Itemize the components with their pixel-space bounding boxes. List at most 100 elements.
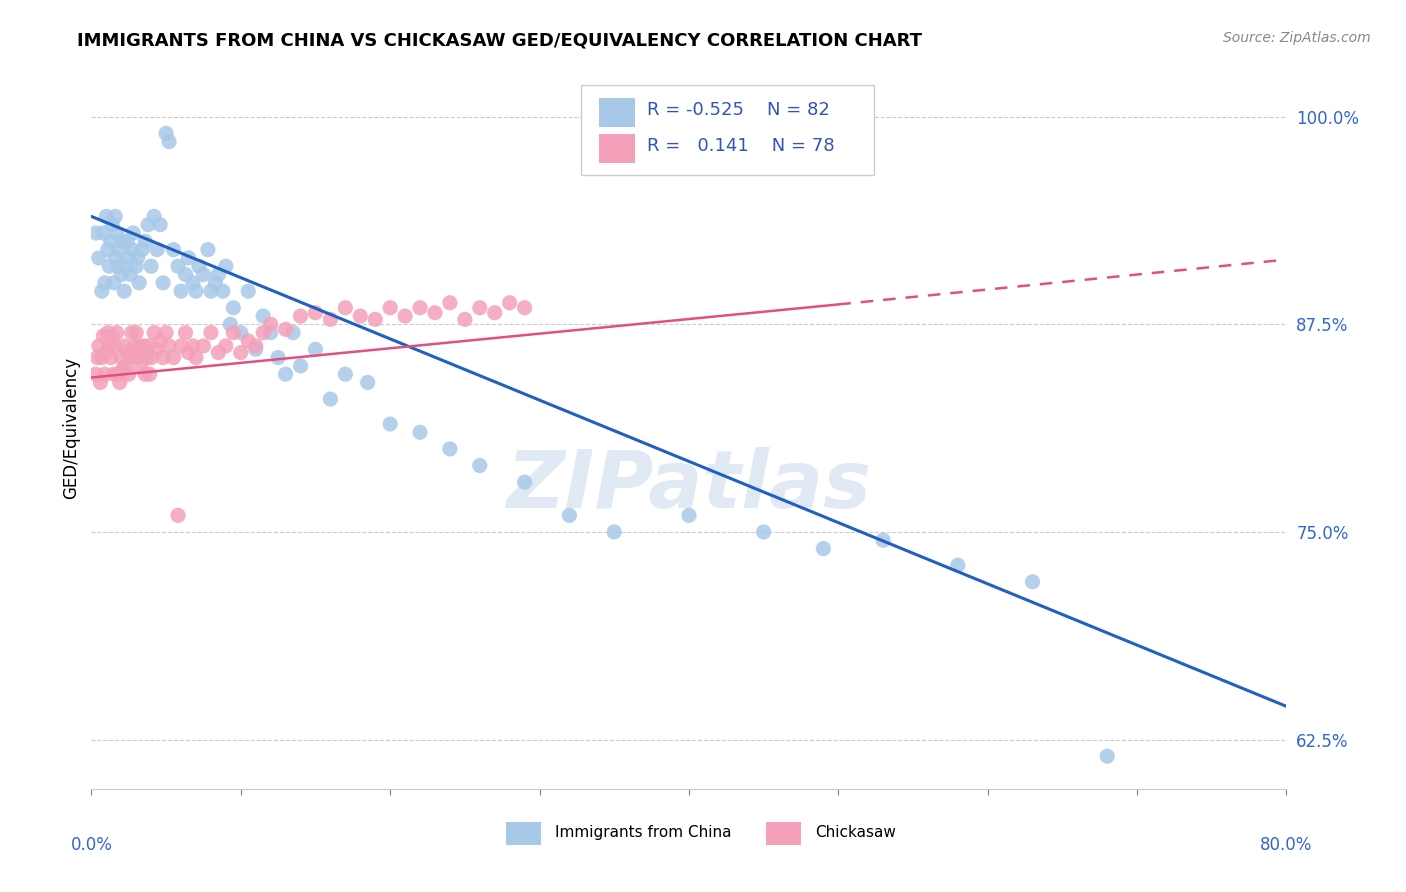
Point — [252, 326, 274, 340]
Point — [1097, 749, 1119, 764]
Point — [87, 339, 110, 353]
Point — [93, 226, 115, 240]
Point — [678, 508, 700, 523]
Point — [155, 126, 177, 140]
Point — [245, 339, 267, 353]
Text: IMMIGRANTS FROM CHINA VS CHICKASAW GED/EQUIVALENCY CORRELATION CHART: IMMIGRANTS FROM CHINA VS CHICKASAW GED/E… — [77, 31, 922, 49]
Point — [238, 334, 260, 348]
Point — [100, 235, 122, 249]
Point — [215, 339, 238, 353]
Point — [143, 210, 166, 224]
Point — [118, 251, 141, 265]
Point — [134, 367, 156, 381]
Point — [167, 508, 190, 523]
Point — [439, 442, 461, 456]
Point — [513, 301, 536, 315]
Point — [409, 425, 432, 440]
Point — [152, 276, 174, 290]
Point — [872, 533, 894, 548]
Point — [146, 343, 169, 357]
Point — [259, 318, 281, 332]
Point — [174, 326, 197, 340]
Point — [112, 339, 135, 353]
Point — [121, 243, 143, 257]
Point — [197, 243, 219, 257]
Point — [245, 343, 267, 357]
Point — [125, 326, 148, 340]
Point — [128, 339, 150, 353]
Point — [86, 351, 108, 365]
Point — [96, 210, 118, 224]
Point — [222, 326, 245, 340]
Point — [149, 334, 172, 348]
Point — [101, 218, 124, 232]
Point — [281, 326, 304, 340]
FancyBboxPatch shape — [582, 85, 875, 175]
Point — [141, 351, 163, 365]
Point — [141, 259, 163, 273]
Point — [170, 284, 193, 298]
Point — [90, 284, 112, 298]
Point — [98, 259, 121, 273]
Point — [380, 417, 402, 431]
Point — [94, 367, 117, 381]
Point — [513, 475, 536, 490]
Point — [499, 295, 522, 310]
Point — [558, 508, 581, 523]
Point — [603, 524, 626, 539]
Point — [131, 243, 153, 257]
Point — [357, 376, 380, 390]
Point — [89, 376, 111, 390]
Point — [200, 284, 222, 298]
Point — [105, 226, 128, 240]
Point — [93, 329, 115, 343]
Point — [143, 326, 166, 340]
Point — [177, 251, 200, 265]
Point — [219, 318, 242, 332]
Point — [131, 345, 153, 359]
Point — [211, 284, 233, 298]
Point — [84, 367, 107, 381]
Point — [167, 259, 190, 273]
Point — [120, 268, 142, 282]
Point — [170, 339, 193, 353]
Point — [335, 301, 357, 315]
Point — [138, 367, 160, 381]
Point — [274, 322, 297, 336]
Y-axis label: GED/Equivalency: GED/Equivalency — [62, 357, 80, 500]
Point — [108, 376, 131, 390]
Point — [174, 268, 197, 282]
Bar — [599, 134, 636, 163]
Point — [181, 339, 204, 353]
Point — [380, 301, 402, 315]
Point — [101, 329, 124, 343]
Text: R =   0.141    N = 78: R = 0.141 N = 78 — [647, 137, 835, 155]
Point — [193, 268, 215, 282]
Point — [468, 301, 491, 315]
Point — [104, 251, 127, 265]
Point — [122, 345, 145, 359]
Point — [146, 243, 169, 257]
Point — [238, 284, 260, 298]
Point — [259, 326, 281, 340]
Point — [129, 359, 152, 373]
Point — [136, 218, 159, 232]
Point — [112, 284, 135, 298]
Point — [157, 135, 180, 149]
Point — [122, 226, 145, 240]
Point — [128, 276, 150, 290]
Point — [1021, 574, 1043, 589]
Point — [121, 326, 143, 340]
Point — [181, 276, 204, 290]
Point — [87, 251, 110, 265]
Point — [752, 524, 775, 539]
Point — [152, 351, 174, 365]
Point — [304, 306, 326, 320]
Point — [124, 339, 146, 353]
Point — [84, 226, 107, 240]
Point — [813, 541, 835, 556]
Point — [193, 339, 215, 353]
Point — [364, 312, 387, 326]
Point — [184, 284, 207, 298]
Point — [104, 210, 127, 224]
